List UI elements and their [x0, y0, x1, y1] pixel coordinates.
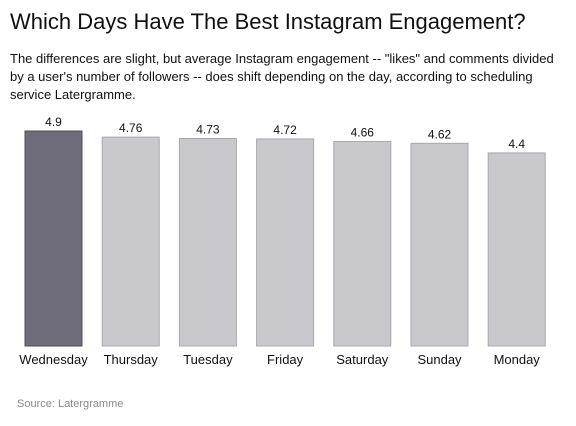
- bars-group: 4.9 Wednesday 4.76 Thursday 4.73 Tuesday 4.72 F…: [19, 115, 546, 367]
- value-label-wednesday: 4.9: [45, 115, 62, 129]
- value-label-monday: 4.4: [508, 137, 525, 151]
- source-note: Source: Latergramme: [17, 398, 124, 410]
- bar-saturday: [333, 141, 392, 347]
- bar-tuesday: [178, 138, 237, 347]
- category-label-saturday: Saturday: [336, 352, 389, 367]
- bar-wednesday: [24, 130, 83, 347]
- category-label-monday: Monday: [494, 352, 541, 367]
- value-label-tuesday: 4.73: [196, 123, 220, 137]
- value-label-sunday: 4.62: [428, 127, 452, 141]
- category-label-sunday: Sunday: [417, 352, 462, 367]
- value-label-saturday: 4.66: [351, 126, 375, 140]
- chart-subtitle: The differences are slight, but average …: [10, 51, 554, 102]
- category-label-friday: Friday: [267, 352, 304, 367]
- bar-thursday: [101, 136, 160, 347]
- value-label-thursday: 4.76: [119, 121, 143, 135]
- category-label-wednesday: Wednesday: [19, 352, 88, 367]
- bar-friday: [256, 138, 315, 347]
- bar-monday: [487, 152, 546, 347]
- chart-title: Which Days Have The Best Instagram Engag…: [10, 9, 526, 34]
- value-label-friday: 4.72: [273, 123, 297, 137]
- category-label-thursday: Thursday: [104, 352, 159, 367]
- bar-sunday: [410, 142, 469, 347]
- category-label-tuesday: Tuesday: [183, 352, 233, 367]
